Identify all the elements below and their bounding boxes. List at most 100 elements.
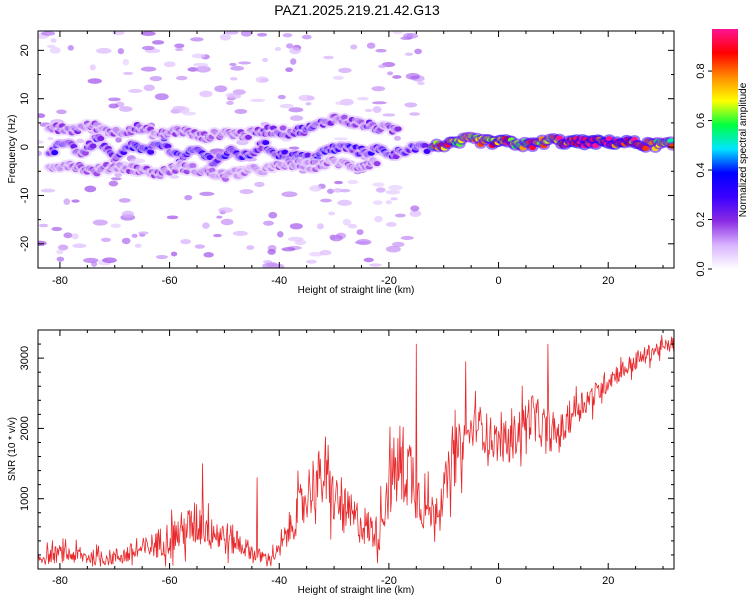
spectrogram-cell (89, 64, 96, 71)
spectrogram-cell (89, 143, 97, 149)
snr-y-tick-label: 3000 (19, 346, 31, 370)
spectrogram-cell (51, 226, 63, 232)
spectrogram-cell (226, 100, 234, 105)
spectrogram-y-tick-label: -10 (19, 187, 31, 203)
spectrogram-cell (195, 65, 211, 73)
spectrogram-cell (320, 198, 332, 203)
spectrogram-cell (382, 113, 396, 117)
spectrogram-cell (414, 48, 422, 55)
spectrogram-cell (49, 47, 61, 54)
spectrogram-cell (306, 259, 317, 264)
spectrogram-cell (140, 66, 157, 72)
spectrogram-cell (642, 145, 650, 151)
spectrogram-cell (199, 191, 215, 197)
spectrogram-cell (374, 215, 383, 223)
spectrogram-y-tick-label: 20 (19, 44, 31, 56)
colorbar-label: Normalized spectral amplitude (738, 82, 749, 217)
spectrogram-cell (323, 55, 334, 60)
spectrogram-cell (63, 232, 73, 239)
spectrogram-cell (118, 198, 131, 203)
snr-x-tick-label: -40 (271, 575, 287, 587)
spectrogram-cell (390, 197, 398, 201)
spectrogram-cell (232, 230, 248, 236)
snr-x-label: Height of straight line (km) (298, 585, 415, 596)
spectrogram-cell (249, 98, 266, 103)
spectrogram-cell (174, 48, 184, 52)
spectrogram-cell (50, 38, 57, 43)
spectrogram-x-tick-label: 0 (495, 275, 501, 287)
spectrogram-x-tick-label: -60 (162, 275, 178, 287)
spectrogram-cell (143, 84, 155, 92)
spectrogram-cell (46, 44, 56, 49)
spectrogram-cell (40, 188, 56, 193)
spectrogram-cell (216, 215, 223, 219)
spectrogram-cell (279, 125, 287, 131)
spectrogram-cell (134, 243, 142, 248)
spectrogram-cell (394, 126, 402, 132)
spectrogram-cell (38, 113, 46, 119)
colorbar-tick-label: 0.4 (695, 162, 707, 177)
spectrogram-cell (286, 43, 294, 49)
spectrogram-cell (240, 31, 253, 37)
spectrogram-cell (96, 47, 112, 54)
colorbar-tick-label: 0.2 (695, 212, 707, 227)
colorbar-tick-label: 0.0 (695, 261, 707, 276)
spectrogram-cell (409, 210, 422, 218)
spectrogram-x-tick-label: 20 (602, 275, 614, 287)
spectrogram-y-label: Frequency (Hz) (7, 115, 18, 184)
spectrogram-cell (229, 62, 237, 67)
spectrogram-cell (194, 244, 206, 249)
spectrogram-cell (282, 33, 293, 38)
spectrogram-x-tick-label: -80 (52, 275, 68, 287)
snr-y-axis: 1000 2000 3000 (19, 329, 674, 570)
spectrogram-cell (110, 177, 122, 181)
spectrogram-cell (274, 46, 282, 51)
spectrogram-cell (102, 257, 117, 264)
spectrogram-cell (122, 71, 134, 75)
spectrogram-cell (268, 211, 278, 219)
spectrogram-cell (366, 42, 376, 49)
spectrogram-cell (281, 191, 298, 198)
spectrogram-cell (38, 223, 49, 228)
spectrogram-frame (37, 30, 675, 269)
spectrogram-cell (238, 61, 252, 65)
spectrogram-cell (373, 161, 381, 167)
spectrogram-cell (378, 64, 387, 69)
spectrogram-cell (92, 219, 108, 226)
spectrogram-cell (227, 93, 242, 99)
spectrogram-cell (260, 78, 269, 83)
spectrogram-cell (277, 231, 284, 238)
spectrogram-cell (605, 136, 613, 142)
spectrogram-cell (356, 229, 364, 235)
spectrogram-cell (230, 65, 245, 71)
spectrogram-cell (83, 257, 99, 263)
spectrogram-cell (375, 48, 387, 53)
spectrogram-cell (141, 45, 155, 51)
spectrogram-cell (234, 109, 248, 115)
figure-title: PAZ1.2025.219.21.42.G13 (274, 2, 440, 18)
spectrogram-cell (155, 254, 168, 260)
spectrogram-cell (166, 215, 179, 220)
spectrogram-cell (279, 103, 294, 109)
spectrogram-cell (213, 233, 222, 238)
spectrogram-cell (392, 75, 402, 79)
spectrogram-cell (121, 237, 131, 245)
spectrogram-cell (112, 31, 125, 36)
snr-y-tick-label: 1000 (19, 486, 31, 510)
spectrogram-cell (163, 61, 176, 68)
spectrogram-cell (246, 245, 255, 250)
colorbar-axis: 0.0 0.2 0.4 0.6 0.8 (695, 63, 712, 277)
spectrogram-x-tick-label: -40 (271, 275, 287, 287)
spectrogram-cell (294, 239, 307, 245)
spectrogram-cell (332, 75, 344, 80)
spectrogram-cell (372, 182, 385, 187)
spectrogram-cell (409, 112, 420, 116)
spectrogram-cell (372, 106, 382, 113)
spectrogram-cell (76, 138, 85, 144)
spectrogram-cell (369, 263, 382, 267)
spectrogram-cell (404, 52, 414, 56)
spectrogram-cell (350, 44, 358, 50)
spectrogram-cell (417, 81, 425, 86)
spectrogram-cell (203, 252, 214, 258)
spectrogram-cell (340, 114, 348, 120)
